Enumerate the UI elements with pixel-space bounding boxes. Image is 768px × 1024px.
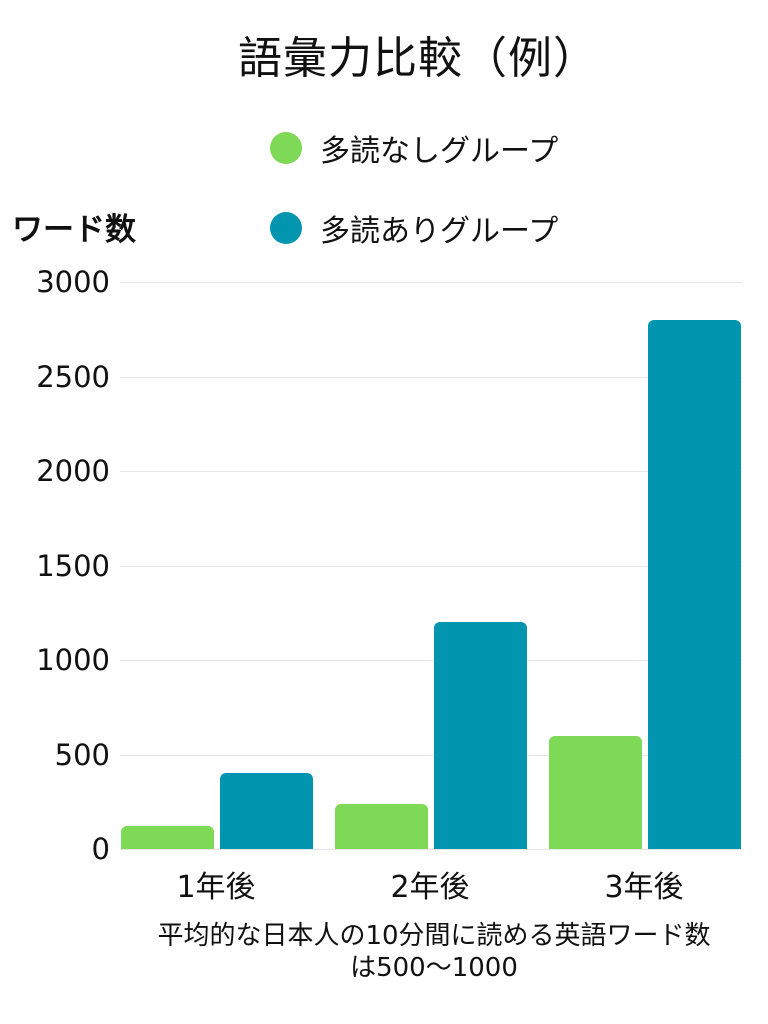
x-tick: 3年後 (604, 870, 684, 905)
chart-annotation: 平均的な日本人の10分間に読める英語ワード数 は500〜1000 (100, 920, 768, 984)
x-tick: 2年後 (390, 870, 470, 905)
gridline (120, 282, 742, 283)
y-axis-label: ワード数 (12, 212, 136, 248)
x-tick: 1年後 (176, 870, 256, 905)
legend-item-extensive-reading: 多読ありグループ (270, 206, 558, 250)
legend-label: 多読なしグループ (320, 134, 559, 169)
y-tick: 2500 (36, 359, 110, 394)
annotation-line-1: 平均的な日本人の10分間に読める英語ワード数 (157, 921, 711, 951)
gridline (120, 754, 742, 756)
y-tick: 2000 (36, 454, 110, 488)
y-tick: 500 (54, 737, 110, 772)
y-tick: 1000 (36, 643, 110, 677)
bar-reading-2 (434, 622, 527, 849)
bar-reading-1 (220, 773, 313, 849)
gridline (120, 660, 742, 661)
gridline (120, 565, 742, 567)
y-tick: 1500 (36, 548, 110, 583)
x-axis-line (120, 849, 742, 850)
y-tick: 0 (91, 832, 110, 866)
plot-area (120, 282, 742, 850)
bar-no-reading-2 (335, 803, 428, 849)
gridline (120, 376, 742, 378)
legend-label: 多読ありグループ (320, 214, 559, 249)
legend-item-no-extensive-reading: 多読なしグループ (270, 126, 558, 170)
bar-reading-3 (648, 319, 741, 849)
legend-dot-green-icon (270, 132, 302, 164)
annotation-line-2: は500〜1000 (350, 953, 518, 983)
bar-no-reading-3 (549, 735, 642, 849)
chart-title: 語彙力比較（例） (238, 33, 598, 84)
legend-dot-teal-icon (270, 212, 302, 244)
bar-no-reading-1 (121, 826, 214, 849)
y-tick: 3000 (36, 265, 110, 299)
gridline (120, 471, 742, 472)
